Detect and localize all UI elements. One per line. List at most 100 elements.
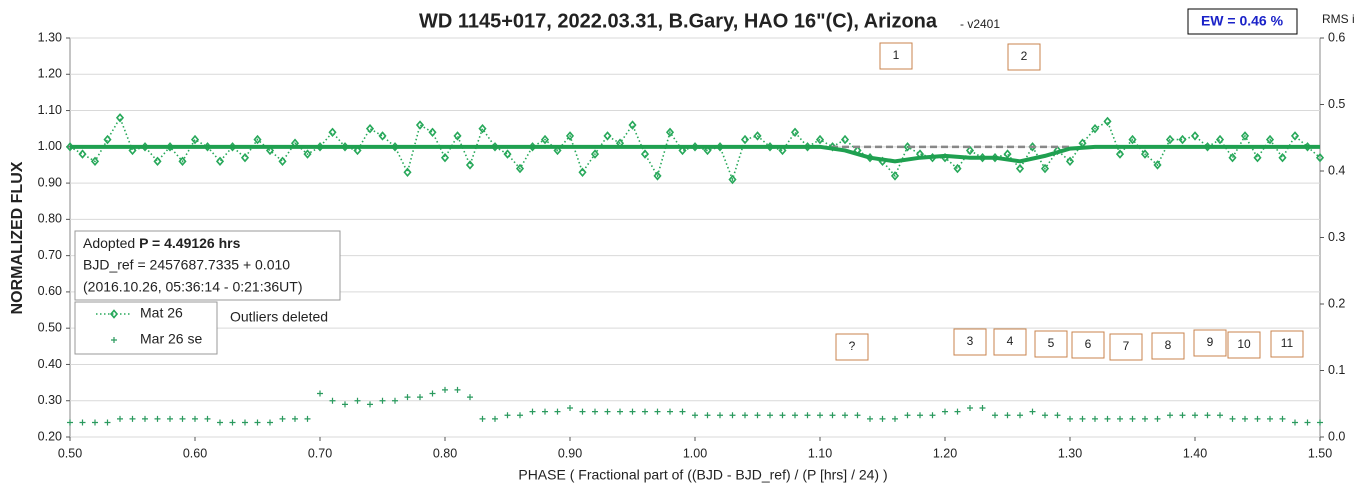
point [604, 408, 611, 415]
point [617, 408, 623, 415]
point [492, 415, 498, 422]
point [1253, 152, 1262, 163]
info-date: (2016.10.26, 05:36:14 - 0:21:36UT) [83, 279, 302, 295]
point [742, 412, 748, 419]
point [292, 415, 298, 422]
y-tick-label: 0.40 [38, 357, 62, 371]
point [392, 397, 398, 404]
legend-label: Mat 26 [140, 305, 183, 321]
note: Outliers deleted [230, 309, 328, 325]
point [992, 412, 998, 419]
point [1067, 415, 1073, 422]
point [229, 419, 236, 426]
point [890, 171, 900, 181]
point [653, 171, 662, 181]
point [1090, 123, 1100, 134]
point [1029, 408, 1036, 415]
point [440, 152, 450, 163]
y2-axis-label: RMS i [1322, 12, 1355, 26]
point [192, 415, 198, 422]
point [90, 156, 100, 167]
point [342, 401, 348, 408]
point [267, 419, 273, 426]
point [465, 160, 475, 170]
point [1315, 152, 1325, 163]
x-tick-label: 0.50 [58, 446, 82, 460]
point [667, 408, 673, 415]
annotation: 1 [893, 48, 900, 62]
info-box [74, 230, 341, 301]
point [103, 134, 112, 145]
point [1042, 412, 1048, 419]
point [278, 156, 287, 167]
point [1254, 415, 1261, 422]
annotation-box [1151, 332, 1185, 360]
point [253, 134, 262, 145]
point [1115, 149, 1125, 159]
y2-tick-label: 0.4 [1328, 163, 1345, 177]
point [67, 419, 73, 426]
x-tick-label: 1.10 [808, 446, 832, 460]
point [829, 412, 836, 419]
point [1290, 131, 1300, 141]
y-tick-label: 1.00 [38, 139, 62, 153]
x-tick-label: 1.40 [1183, 446, 1207, 460]
point [1065, 156, 1075, 167]
y-tick-label: 0.70 [38, 248, 62, 262]
y-tick-label: 1.20 [38, 67, 62, 81]
point [1015, 163, 1025, 174]
point [1117, 415, 1123, 422]
point [842, 412, 848, 419]
x-tick-label: 0.70 [308, 446, 332, 460]
annotation: 7 [1123, 339, 1130, 353]
info-prefix: Adopted [83, 235, 139, 251]
point [354, 397, 361, 404]
point [640, 149, 650, 159]
point [542, 408, 548, 415]
point [1165, 134, 1175, 145]
point [404, 394, 411, 401]
x-tick-label: 1.50 [1308, 446, 1332, 460]
x-tick-label: 0.80 [433, 446, 457, 460]
legend-box [74, 301, 218, 355]
y-tick-label: 0.80 [38, 212, 62, 226]
point [328, 127, 337, 138]
annotation: 6 [1085, 337, 1092, 351]
x-tick-label: 1.00 [683, 446, 707, 460]
point [792, 412, 798, 419]
point [779, 412, 786, 419]
point [190, 134, 200, 145]
point [654, 408, 661, 415]
point [703, 145, 712, 156]
point [1240, 131, 1250, 141]
point [767, 412, 773, 419]
legend-marker [109, 309, 119, 319]
annotation: 2 [1021, 49, 1028, 63]
annotation-box [1007, 43, 1041, 71]
point [753, 131, 762, 141]
point [78, 149, 87, 159]
point [904, 412, 911, 419]
y2-tick-label: 0.2 [1328, 296, 1345, 310]
point [554, 408, 561, 415]
y-tick-label: 1.30 [38, 30, 62, 44]
annotation-box [1071, 331, 1105, 359]
point [790, 127, 800, 138]
point [1278, 152, 1287, 163]
x-tick-label: 1.30 [1058, 446, 1082, 460]
annotation: 4 [1007, 334, 1014, 348]
point [365, 123, 375, 134]
point [942, 408, 948, 415]
point [965, 145, 975, 156]
point [1265, 134, 1275, 145]
point [917, 412, 923, 419]
point [128, 145, 137, 156]
point [429, 390, 436, 397]
point [1292, 419, 1298, 426]
y-axis-label: NORMALIZED FLUX [9, 161, 26, 314]
point [679, 408, 686, 415]
point [1204, 412, 1211, 419]
point [79, 419, 86, 426]
point [1017, 412, 1023, 419]
